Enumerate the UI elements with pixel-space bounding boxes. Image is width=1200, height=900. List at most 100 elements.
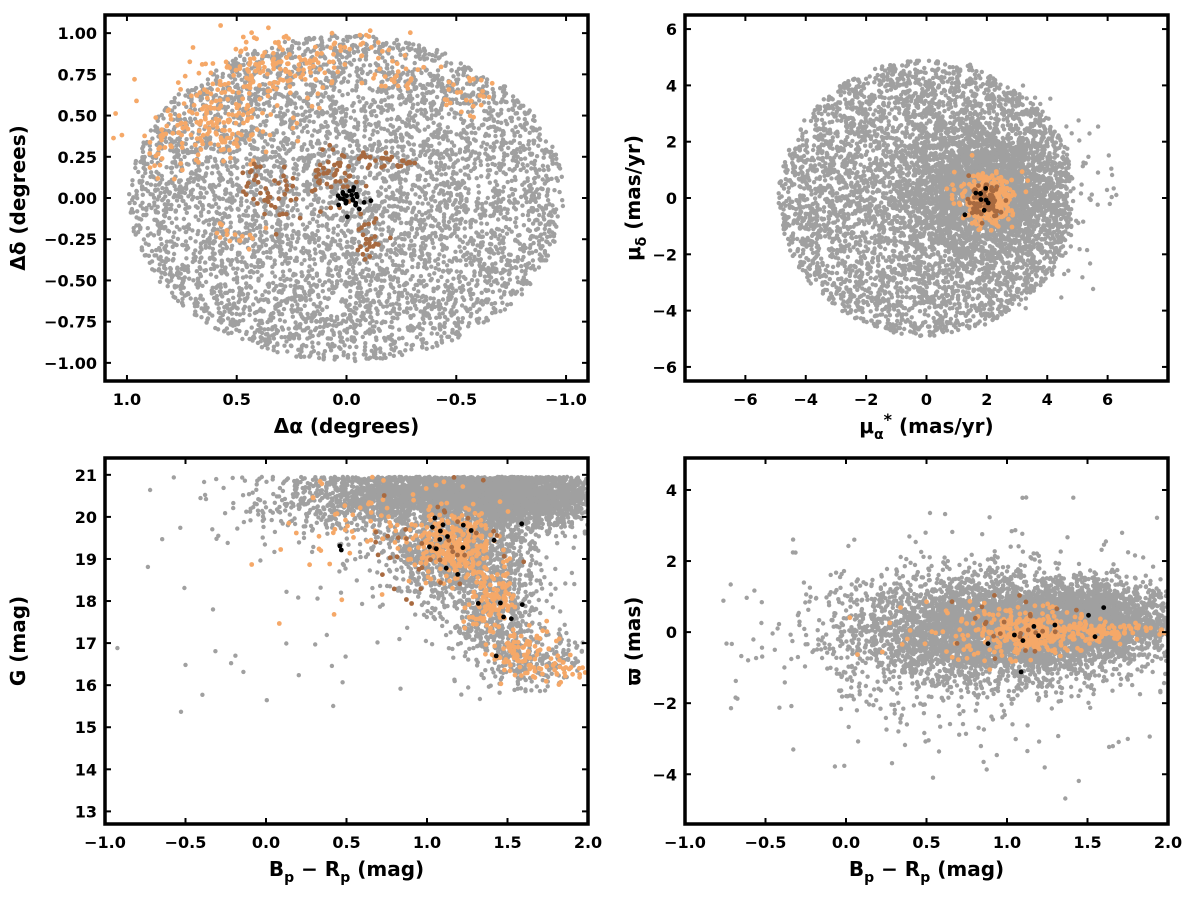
field-point: [416, 289, 421, 294]
field-point: [231, 303, 236, 308]
field-point: [459, 198, 464, 203]
field-point: [243, 140, 248, 146]
field-point: [433, 199, 438, 204]
field-point: [238, 185, 243, 191]
field-point: [274, 130, 279, 135]
field-point: [420, 344, 425, 349]
field-point: [403, 177, 408, 182]
field-point: [322, 295, 327, 300]
field-point: [223, 290, 228, 296]
field-point: [248, 222, 254, 228]
field-point: [205, 316, 211, 321]
field-point: [523, 262, 528, 268]
field-point: [213, 201, 219, 207]
field-point: [439, 228, 445, 233]
field-point: [478, 162, 484, 168]
field-point: [458, 168, 463, 173]
field-point: [220, 240, 225, 245]
field-point: [534, 127, 539, 133]
field-point: [435, 68, 441, 73]
field-point: [469, 296, 474, 302]
field-point: [367, 202, 373, 207]
field-point: [217, 176, 222, 181]
field-point: [302, 258, 307, 263]
field-point: [302, 158, 307, 163]
field-point: [502, 206, 507, 211]
field-point: [363, 114, 368, 119]
field-point: [433, 234, 439, 239]
field-point: [207, 217, 212, 223]
field-point: [527, 251, 532, 256]
field-point: [203, 260, 208, 265]
field-point: [478, 272, 483, 278]
field-point: [215, 165, 220, 170]
field-point: [158, 180, 163, 185]
field-point: [287, 247, 293, 253]
field-point: [466, 187, 471, 192]
field-point: [271, 137, 276, 143]
field-point: [227, 159, 233, 165]
field-point: [536, 143, 541, 148]
field-point: [282, 343, 287, 348]
field-point: [515, 233, 521, 238]
field-point: [251, 244, 256, 249]
field-point: [434, 47, 440, 53]
field-point: [392, 240, 398, 246]
field-point: [325, 243, 330, 248]
field-point: [283, 120, 288, 125]
field-point: [410, 264, 415, 270]
field-point: [319, 152, 324, 157]
field-point: [415, 108, 420, 113]
field-point: [499, 107, 504, 113]
field-point: [376, 143, 382, 148]
field-point: [325, 323, 330, 328]
field-point: [390, 212, 396, 217]
field-point: [251, 182, 257, 187]
field-point: [168, 239, 173, 244]
field-point: [476, 316, 482, 321]
field-point: [167, 136, 172, 141]
field-point: [354, 161, 359, 167]
field-point: [444, 152, 450, 157]
field-point: [450, 202, 456, 207]
field-point: [245, 52, 250, 57]
field-point: [361, 191, 366, 197]
field-point: [344, 210, 350, 215]
field-point: [163, 139, 168, 144]
field-point: [500, 237, 505, 243]
field-point: [366, 217, 372, 222]
field-point: [307, 113, 313, 119]
field-point: [387, 214, 392, 219]
field-point: [203, 279, 209, 285]
field-point: [180, 296, 185, 302]
field-point: [511, 201, 516, 206]
field-point: [352, 236, 357, 242]
field-point: [241, 311, 246, 316]
field-point: [260, 215, 265, 220]
field-point: [214, 68, 219, 73]
field-point: [321, 94, 326, 99]
field-point: [184, 137, 189, 142]
field-point: [164, 165, 169, 170]
field-point: [452, 301, 457, 307]
field-point: [498, 86, 503, 91]
field-point: [415, 200, 420, 206]
field-point: [506, 227, 512, 232]
field-point: [263, 297, 268, 302]
field-point: [138, 179, 144, 184]
field-point: [266, 284, 271, 289]
field-point: [515, 200, 520, 205]
field-point: [529, 160, 534, 165]
field-point: [400, 259, 406, 264]
field-point: [224, 164, 229, 169]
field-point: [492, 231, 497, 236]
field-point: [377, 44, 382, 49]
field-point: [380, 79, 385, 85]
field-point: [331, 226, 336, 231]
field-point: [277, 72, 283, 77]
field-point: [454, 234, 460, 239]
field-point: [210, 228, 216, 233]
field-point: [479, 123, 485, 128]
field-point: [299, 297, 304, 302]
